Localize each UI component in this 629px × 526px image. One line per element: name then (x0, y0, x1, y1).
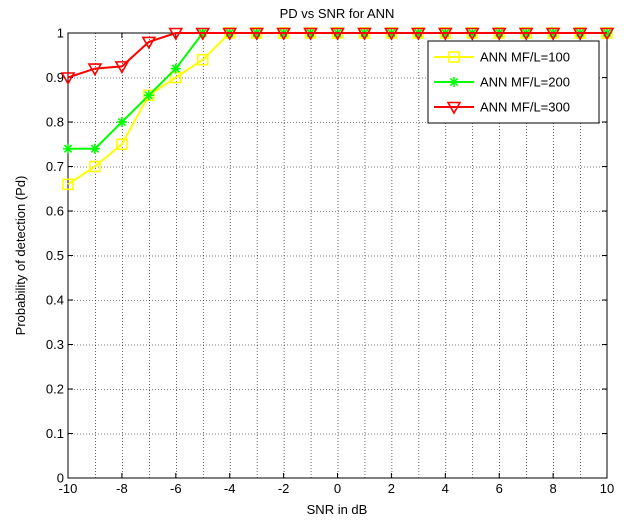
legend-label: ANN MF/L=100 (480, 50, 570, 65)
x-tick-label: 4 (442, 481, 449, 496)
legend-entry: ANN MF/L=100 (434, 50, 570, 65)
legend-marker (449, 77, 459, 87)
y-tick-label: 0.5 (46, 248, 64, 263)
x-tick-label: -10 (59, 481, 78, 496)
x-tick-label: -4 (224, 481, 236, 496)
series-2 (60, 27, 615, 86)
legend-label: ANN MF/L=200 (480, 75, 570, 90)
x-tick-label: 0 (334, 481, 341, 496)
x-tick-label: 8 (549, 481, 556, 496)
y-tick-label: 0.1 (46, 426, 64, 441)
data-point (222, 27, 238, 41)
data-point (437, 27, 453, 41)
chart-title: PD vs SNR for ANN (280, 6, 395, 21)
data-point (143, 90, 154, 101)
data-point (168, 27, 184, 41)
data-point (116, 138, 128, 151)
grid (68, 33, 607, 478)
data-point (357, 27, 372, 41)
data-point-stroke (144, 91, 154, 100)
legend: ANN MF/L=100 ANN MF/L=200 ANN MF/L=300 (427, 40, 600, 124)
data-point-stroke (171, 64, 180, 73)
data-point-stroke (90, 144, 100, 153)
data-point (384, 27, 399, 41)
data-point (141, 36, 157, 50)
data-point (89, 143, 100, 154)
series-line (67, 32, 607, 79)
data-point (464, 27, 480, 41)
legend-marker-stroke (449, 77, 459, 87)
data-point (196, 53, 209, 66)
data-point (276, 27, 291, 41)
data-point (572, 27, 588, 41)
x-tick-label: 6 (496, 481, 503, 496)
legend-entry: ANN MF/L=300 (434, 100, 570, 115)
y-tick-label: 0.7 (46, 159, 64, 174)
data-point (114, 61, 130, 74)
data-point (249, 27, 265, 41)
x-tick-label: 2 (388, 481, 395, 496)
x-axis-title: SNR in dB (307, 502, 368, 517)
x-tick-label: -6 (170, 481, 182, 496)
y-tick-label: 0.4 (46, 293, 64, 308)
x-tick-label: 10 (600, 481, 614, 496)
series (60, 27, 615, 191)
data-point (518, 27, 534, 41)
data-point (195, 27, 211, 41)
x-tick-label: -2 (278, 481, 290, 496)
y-tick-label: 0.2 (46, 382, 64, 397)
x-tick-label: -8 (116, 481, 128, 496)
data-point (491, 27, 507, 41)
y-tick-label: 0 (57, 471, 64, 486)
y-tick-label: 1 (57, 26, 64, 41)
data-point (330, 27, 345, 41)
y-tick-label: 0.6 (46, 204, 64, 219)
data-point (410, 27, 426, 41)
data-point (89, 160, 101, 173)
data-point (170, 63, 181, 74)
data-point (545, 27, 561, 41)
data-point (599, 27, 615, 41)
legend-entry: ANN MF/L=200 (434, 75, 570, 90)
data-point (303, 27, 318, 41)
y-axis-title: Probability of detection (Pd) (13, 176, 28, 336)
data-point (62, 178, 74, 191)
y-tick-label: 0.8 (46, 115, 64, 130)
data-point-stroke (63, 144, 73, 153)
data-point (63, 143, 73, 154)
legend-marker (446, 101, 462, 115)
data-point-stroke (117, 117, 127, 127)
y-tick-label: 0.9 (46, 70, 64, 85)
legend-label: ANN MF/L=300 (480, 100, 570, 115)
data-point (60, 72, 76, 86)
legend-marker (448, 51, 460, 63)
data-point (87, 63, 103, 77)
y-tick-label: 0.3 (46, 337, 64, 352)
data-point (116, 117, 127, 127)
